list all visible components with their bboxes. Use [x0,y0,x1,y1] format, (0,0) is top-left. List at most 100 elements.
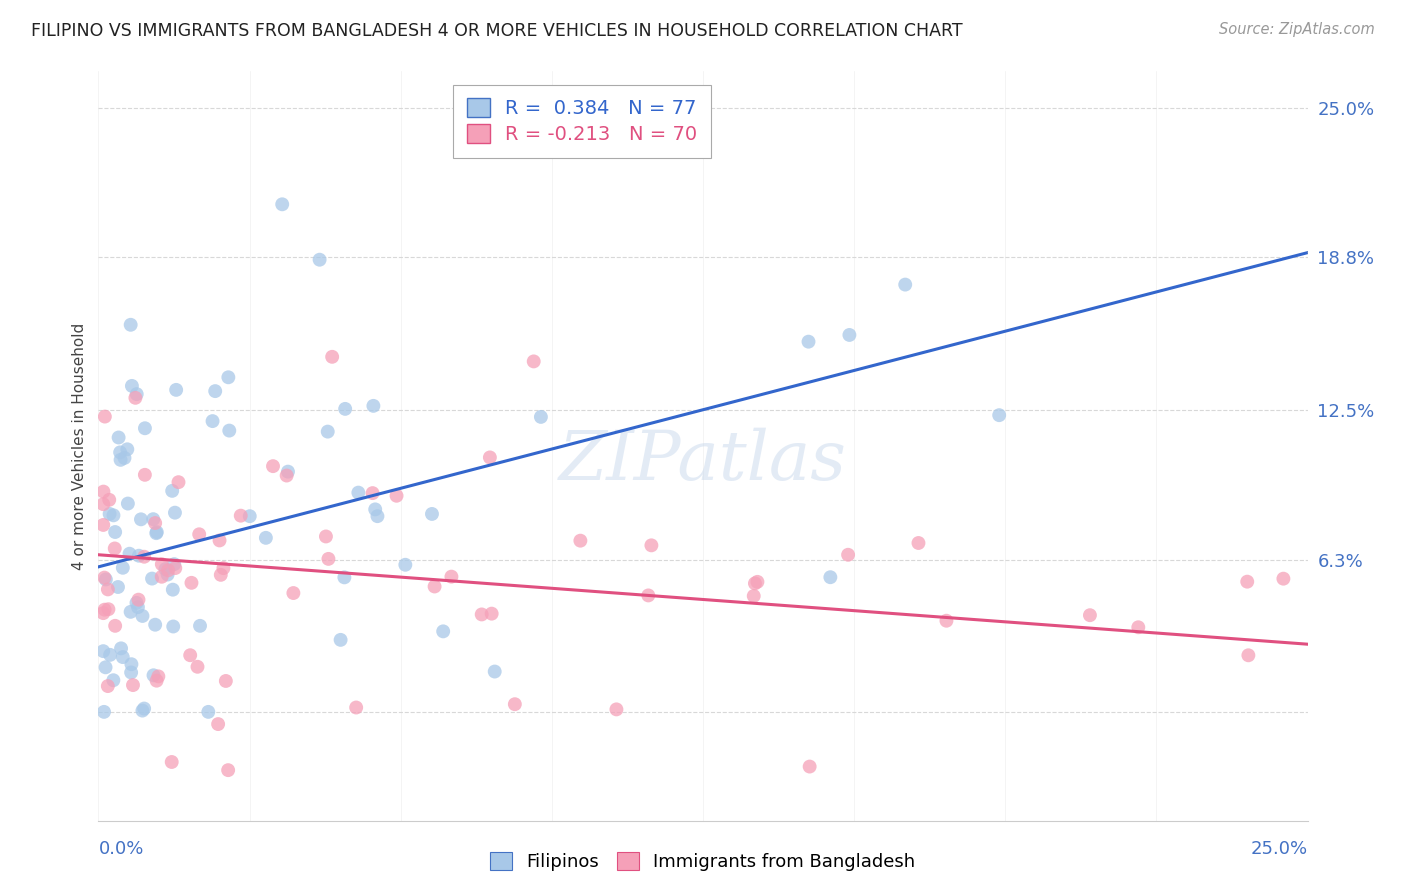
Point [150,558,173,572]
Point [640,538,662,552]
Point [104,541,127,556]
Point [117,442,139,457]
Point [150,570,173,584]
Point [91,644,114,658]
Point [180,575,202,590]
Point [212,561,235,575]
Point [93,571,115,585]
Point [97,602,120,616]
Text: 0.0%: 0.0% [98,840,143,858]
Point [94,409,117,424]
Point [122,678,145,692]
Point [148,669,170,683]
Point [142,512,165,526]
Point [127,592,149,607]
Point [141,572,163,586]
Point [120,318,142,332]
Point [188,527,211,541]
Point [605,702,627,716]
Point [91,518,114,533]
Point [318,552,340,566]
Legend: R =  0.384   N = 77, R = -0.213   N = 70: R = 0.384 N = 77, R = -0.213 N = 70 [453,85,711,158]
Point [366,509,388,524]
Point [104,524,127,539]
Point [935,614,957,628]
Point [163,506,186,520]
Point [98,507,121,521]
Point [229,508,252,523]
Point [364,502,387,516]
Point [134,421,156,435]
Y-axis label: 4 or more Vehicles in Household: 4 or more Vehicles in Household [72,322,87,570]
Point [217,370,239,384]
Point [103,673,125,688]
Point [894,277,917,292]
Point [315,529,337,543]
Point [156,567,179,582]
Point [344,700,367,714]
Point [208,533,231,548]
Point [820,570,842,584]
Point [197,705,219,719]
Point [218,424,240,438]
Text: FILIPINO VS IMMIGRANTS FROM BANGLADESH 4 OR MORE VEHICLES IN HOUSEHOLD CORRELATI: FILIPINO VS IMMIGRANTS FROM BANGLADESH 4… [31,22,963,40]
Point [471,607,494,622]
Point [93,602,115,616]
Point [420,507,443,521]
Point [432,624,454,639]
Point [134,467,156,482]
Point [838,328,860,343]
Point [204,384,226,398]
Point [111,561,134,575]
Point [145,673,167,688]
Point [91,606,114,620]
Text: ZIPatlas: ZIPatlas [560,427,846,494]
Point [162,582,184,597]
Point [321,350,343,364]
Point [94,660,117,674]
Point [363,399,385,413]
Point [118,547,141,561]
Point [1078,608,1101,623]
Point [129,512,152,526]
Point [215,673,238,688]
Point [503,697,526,711]
Point [143,617,166,632]
Point [128,549,150,563]
Text: 25.0%: 25.0% [1250,840,1308,858]
Point [1237,648,1260,663]
Point [111,650,134,665]
Point [117,497,139,511]
Point [121,379,143,393]
Point [155,562,177,576]
Point [114,450,136,465]
Point [98,648,121,662]
Point [142,668,165,682]
Point [217,763,239,777]
Point [186,659,208,673]
Point [134,549,156,564]
Point [254,531,277,545]
Point [207,717,229,731]
Point [145,526,167,541]
Point [125,387,148,401]
Point [108,445,131,459]
Point [134,701,156,715]
Point [179,648,201,663]
Point [124,391,146,405]
Point [165,383,187,397]
Point [143,516,166,530]
Point [107,430,129,444]
Point [107,580,129,594]
Point [361,486,384,500]
Point [91,497,114,511]
Point [157,563,180,577]
Point [329,632,352,647]
Point [423,579,446,593]
Point [160,755,183,769]
Point [530,409,553,424]
Point [484,665,506,679]
Point [201,414,224,428]
Point [347,485,370,500]
Point [308,252,330,267]
